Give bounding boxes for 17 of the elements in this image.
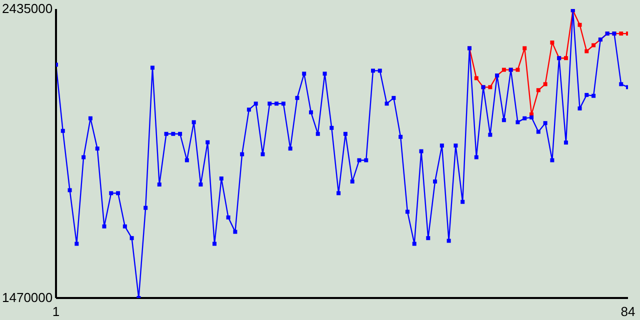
point: [522, 46, 527, 50]
point: [619, 32, 624, 36]
point: [564, 56, 568, 60]
point: [592, 43, 596, 48]
y-tick-label: 1470000: [2, 290, 53, 305]
point: [488, 85, 492, 90]
point: [543, 82, 548, 86]
point: [550, 40, 554, 45]
point: [474, 76, 478, 80]
x-tick-label: 1: [52, 304, 60, 319]
x-tick-label: 84: [620, 304, 636, 319]
point: [536, 88, 540, 92]
point: [584, 49, 589, 54]
point: [516, 68, 520, 72]
point: [502, 68, 506, 72]
point: [578, 22, 582, 27]
y-tick-label: 2435000: [2, 1, 53, 16]
